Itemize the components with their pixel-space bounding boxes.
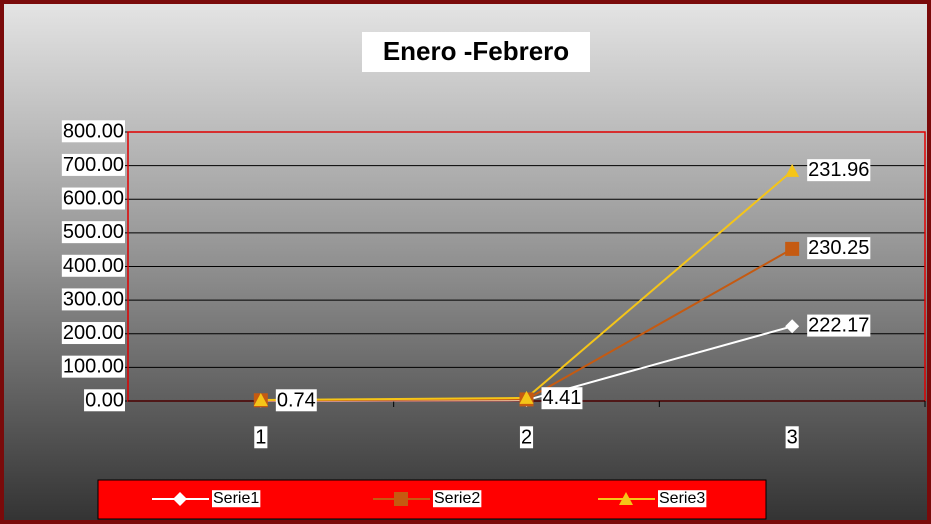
y-tick-label-box <box>61 355 125 378</box>
y-tick-label-box <box>61 221 125 244</box>
data-label: 222.17 <box>808 315 869 337</box>
legend-label: Serie3 <box>659 490 705 507</box>
y-tick-label-box <box>84 389 125 412</box>
data-label: 0.74 <box>277 389 316 411</box>
data-label-box <box>807 159 871 182</box>
y-tick-label-box <box>61 322 125 345</box>
x-tick-label: 1 <box>255 426 266 448</box>
data-label-box <box>807 314 871 337</box>
x-tick-label: 2 <box>521 426 532 448</box>
data-label: 4.41 <box>543 387 582 409</box>
data-label-box <box>807 237 871 260</box>
data-label-box <box>541 387 583 410</box>
y-tick-label: 500.00 <box>63 221 124 243</box>
y-tick-label: 100.00 <box>63 356 124 378</box>
legend-marker <box>394 492 408 506</box>
y-tick-label: 800.00 <box>63 120 124 142</box>
y-tick-label-box <box>61 153 125 176</box>
y-tick-label: 0.00 <box>85 389 124 411</box>
y-tick-label-box <box>61 288 125 311</box>
y-tick-label: 400.00 <box>63 255 124 277</box>
data-point <box>785 163 800 177</box>
y-tick-label-box <box>61 187 125 210</box>
y-tick-label: 200.00 <box>63 322 124 344</box>
data-point <box>785 319 800 334</box>
legend-label-box <box>212 490 261 508</box>
data-point <box>253 393 268 407</box>
y-tick-label: 600.00 <box>63 188 124 210</box>
x-tick-label-box <box>254 426 268 449</box>
legend-label-box <box>433 490 482 508</box>
x-tick-label-box <box>519 426 534 449</box>
legend-marker <box>619 492 633 505</box>
legend-label-box <box>658 490 707 508</box>
y-tick-label-box <box>61 120 125 143</box>
chart-title: Enero -Febrero <box>383 36 569 66</box>
x-tick-label: 3 <box>787 426 798 448</box>
y-tick-label: 700.00 <box>63 154 124 176</box>
data-label: 231.96 <box>808 159 869 181</box>
data-point <box>785 241 800 256</box>
legend-label: Serie1 <box>213 490 259 507</box>
data-point <box>519 390 534 404</box>
data-label: 230.25 <box>808 237 869 259</box>
legend-label: Serie2 <box>434 490 480 507</box>
title-box <box>362 32 590 72</box>
legend-marker <box>173 492 187 506</box>
x-tick-label-box <box>785 426 799 449</box>
y-tick-label: 300.00 <box>63 288 124 310</box>
y-tick-label-box <box>61 254 125 277</box>
data-label-box <box>275 389 317 412</box>
